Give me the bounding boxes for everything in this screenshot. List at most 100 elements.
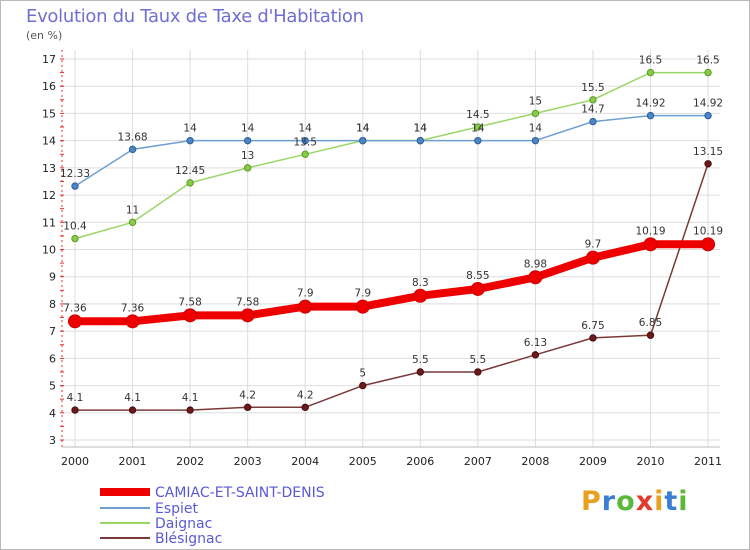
data-label: 5 [359, 368, 366, 380]
data-label: 4.1 [67, 392, 84, 404]
y-tick-label: 11 [42, 216, 56, 229]
series-line-3 [74, 163, 709, 411]
unit-label: (en %) [26, 29, 63, 42]
data-label: 7.36 [121, 302, 145, 314]
data-label: 13.5 [294, 136, 317, 148]
data-label: 14.7 [581, 104, 604, 116]
data-label: 14.92 [693, 98, 723, 110]
data-label-layer: 7.36 7.36 7.58 7.58 7.9 7.9 8.3 8.55 8.98 9.7 10.1… [60, 55, 723, 404]
data-label: 16.5 [639, 55, 662, 67]
data-point [301, 136, 309, 145]
legend-label: Blésignac [155, 531, 222, 547]
x-tick-label: 2005 [349, 455, 377, 468]
x-tick-label: 2002 [176, 455, 204, 468]
y-tick-label: 4 [49, 407, 56, 420]
data-label: 6.85 [639, 317, 662, 329]
y-tick-label: 14 [42, 135, 56, 148]
data-point [243, 136, 252, 145]
data-label: 7.36 [63, 302, 87, 314]
data-label: 15.5 [581, 82, 604, 94]
logo-letter: o [616, 486, 636, 517]
logo-letter: t [664, 486, 679, 517]
x-tick-label: 2008 [521, 455, 549, 468]
data-point [240, 308, 255, 323]
data-label: 4.2 [239, 389, 256, 401]
logo-letter: x [635, 486, 655, 517]
data-point [474, 368, 482, 376]
data-point [413, 288, 428, 303]
series-layer [68, 68, 716, 414]
legend-label: CAMIAC-ET-SAINT-DENIS [155, 485, 325, 501]
data-label: 14 [356, 123, 370, 135]
y-tick-label: 16 [42, 80, 56, 93]
data-point [585, 250, 600, 265]
data-label: 10.19 [635, 225, 665, 237]
data-label: 7.58 [178, 296, 201, 308]
data-label: 12.45 [175, 165, 205, 177]
y-tick-label: 12 [42, 189, 56, 202]
data-point [704, 68, 712, 77]
y-tick-label: 3 [49, 434, 56, 447]
data-label: 12.33 [60, 168, 90, 180]
y-tick-label: 5 [49, 380, 56, 393]
data-label: 14 [414, 123, 428, 135]
data-label: 7.9 [297, 288, 314, 300]
data-point [71, 406, 79, 414]
data-label: 14 [529, 123, 543, 135]
x-tick-label: 2003 [234, 455, 262, 468]
x-tick-label: 2010 [637, 455, 665, 468]
data-point [128, 218, 137, 226]
logo-letter: P [581, 486, 602, 517]
legend-label: Espiet [155, 501, 199, 517]
data-point [301, 403, 309, 412]
y-tick-label: 13 [42, 162, 56, 175]
legend-label: Daignac [155, 516, 212, 532]
data-point [470, 281, 485, 296]
logo-letter: i [678, 486, 689, 517]
data-label: 8.98 [524, 258, 547, 270]
series-line-2 [74, 71, 709, 240]
data-label: 13 [241, 150, 254, 162]
data-point [646, 68, 655, 77]
data-label: 7.9 [354, 288, 371, 300]
data-label: 14 [414, 123, 428, 135]
series-line-1 [74, 114, 709, 187]
y-tick-label: 15 [42, 107, 56, 120]
x-tick-label: 2007 [464, 455, 492, 468]
x-tick-label: 2006 [406, 455, 434, 468]
y-tick-label: 7 [49, 325, 56, 338]
data-label: 10.4 [63, 221, 87, 233]
data-point [589, 96, 597, 104]
data-label: 8.3 [412, 277, 429, 289]
data-point [474, 123, 482, 131]
data-label: 5.5 [469, 354, 486, 366]
data-label: 7.58 [236, 296, 259, 308]
x-tick-label: 2001 [119, 455, 147, 468]
data-point [128, 145, 137, 154]
data-label: 14 [471, 123, 485, 135]
data-label: 15 [529, 95, 542, 107]
data-point [186, 136, 194, 145]
data-point [68, 314, 82, 329]
y-tick-label: 10 [42, 244, 56, 257]
y-tick-label: 17 [42, 53, 56, 66]
data-point [243, 164, 252, 172]
data-label: 6.75 [581, 320, 604, 332]
data-point [531, 109, 540, 118]
data-point [704, 160, 712, 168]
y-tick-label: 6 [49, 352, 56, 365]
x-tick-label: 2011 [694, 455, 722, 468]
data-label: 14 [241, 123, 255, 135]
data-label: 16.5 [696, 55, 719, 67]
data-label: 10.19 [693, 225, 723, 237]
data-point [243, 403, 252, 412]
data-point [646, 111, 655, 120]
data-label: 5.5 [412, 354, 429, 366]
series-line-0 [71, 240, 712, 326]
data-label: 4.2 [297, 389, 314, 401]
legend: CAMIAC-ET-SAINT-DENISEspietDaignacBlésig… [100, 485, 325, 547]
data-point [589, 117, 597, 126]
data-point [416, 136, 424, 145]
